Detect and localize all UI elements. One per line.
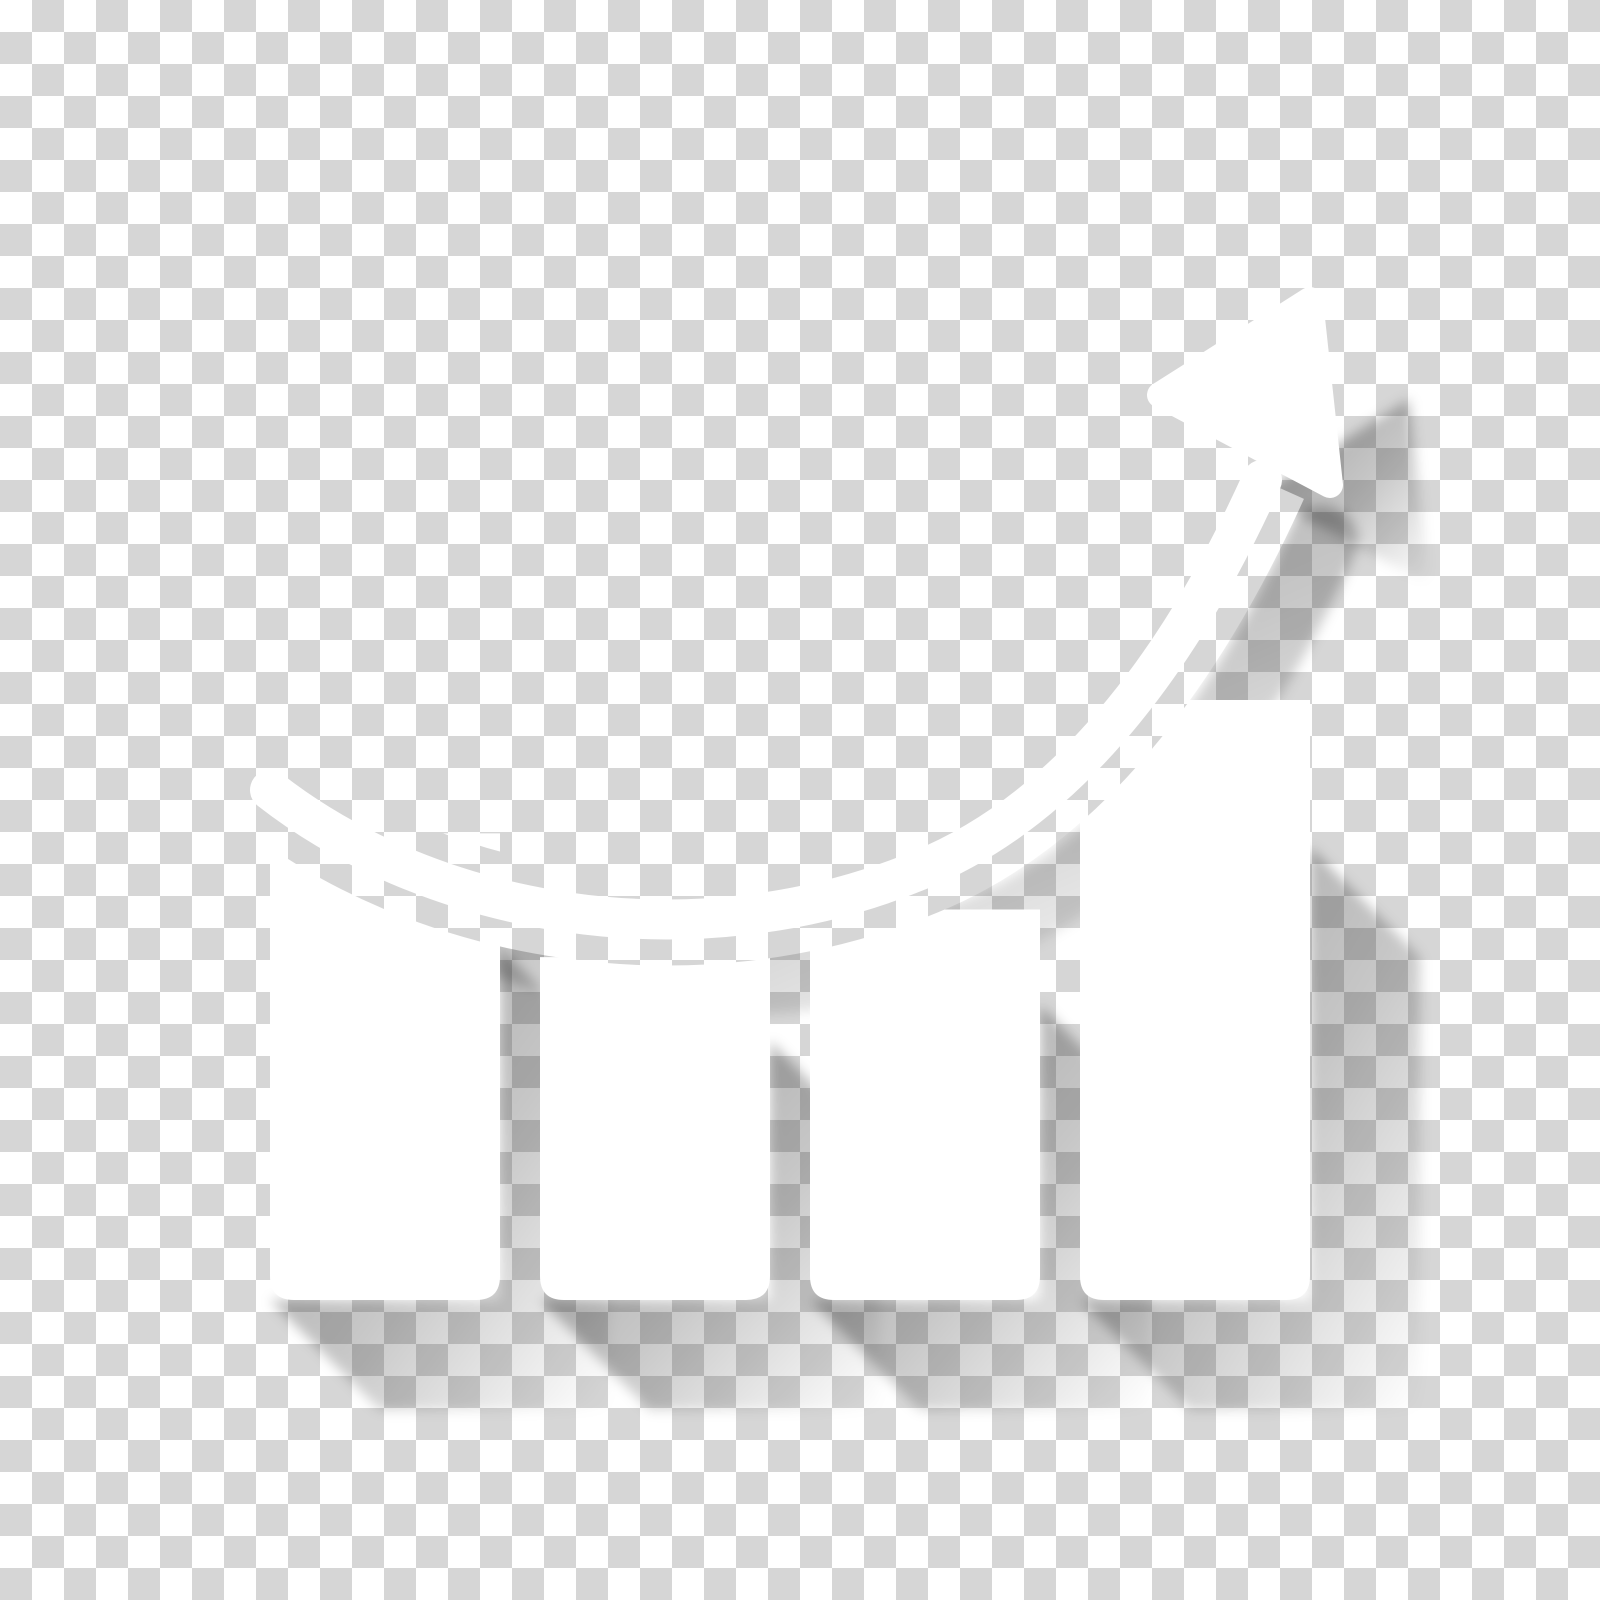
bar-4 xyxy=(1080,700,1310,1300)
arrow-curve xyxy=(250,460,1282,940)
arrow-head-shadow xyxy=(1259,399,1429,584)
bar-shadow xyxy=(810,1005,1150,1410)
bar-2 xyxy=(540,957,770,1300)
bar-shadow xyxy=(1080,847,1420,1410)
bar-shadow xyxy=(540,1041,880,1410)
icon-shapes xyxy=(241,287,1343,1300)
bar-shadow xyxy=(270,947,610,1410)
bar-1 xyxy=(270,833,500,1300)
bar-3 xyxy=(810,909,1040,1300)
arrow-head-icon xyxy=(1147,287,1343,498)
